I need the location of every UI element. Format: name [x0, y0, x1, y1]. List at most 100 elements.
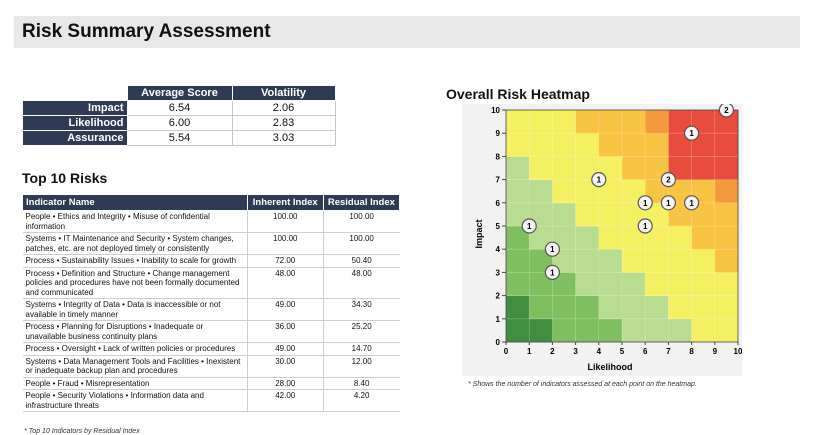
residual-index: 8.40	[322, 377, 400, 390]
heatmap-cell	[529, 249, 553, 273]
point-count-label: 1	[643, 199, 648, 208]
heatmap-cell	[529, 295, 553, 320]
heatmap-cell	[552, 110, 576, 134]
col-header-residual: Residual Index	[322, 194, 401, 211]
indicator-name: People • Fraud • Misrepresentation	[22, 377, 248, 390]
heatmap-cell	[506, 318, 530, 343]
heatmap-cell	[598, 133, 623, 157]
heatmap-cell	[645, 318, 669, 343]
heatmap-cell	[575, 226, 600, 250]
heatmap-footnote: * Shows the number of indicators assesse…	[468, 381, 697, 388]
summary-row-impact: Impact 6.54 2.06	[22, 100, 336, 116]
table-row: People • Security Violations • Informati…	[22, 389, 400, 412]
heatmap-cell	[714, 249, 739, 273]
heatmap-cell	[714, 156, 739, 180]
heatmap-point: 1	[684, 195, 700, 211]
heatmap-cell	[645, 156, 669, 180]
indicator-name: People • Ethics and Integrity • Misuse o…	[22, 210, 248, 233]
heatmap-cell	[645, 226, 669, 250]
heatmap-cell	[691, 249, 716, 273]
heatmap-cell	[714, 318, 739, 343]
summary-header-average: Average Score	[126, 85, 233, 101]
heatmap-cell	[529, 272, 553, 296]
heatmap-cell	[575, 249, 600, 273]
x-tick-label: 10	[734, 347, 742, 356]
heatmap-cell	[552, 318, 576, 343]
heatmap-cell	[552, 272, 576, 296]
table-row: Process • Planning for Disruptions • Ina…	[22, 320, 400, 343]
heatmap-cell	[529, 179, 553, 204]
heatmap-cell	[506, 226, 530, 250]
heatmap-cell	[668, 202, 692, 227]
heatmap-point: 1	[637, 195, 653, 211]
x-tick-label: 2	[550, 347, 555, 356]
heatmap-cell	[668, 318, 692, 343]
page-title: Risk Summary Assessment	[22, 21, 271, 42]
point-marker	[521, 218, 537, 234]
summary-header-volatility: Volatility	[231, 85, 336, 101]
indicator-name: Process • Definition and Structure • Cha…	[22, 267, 248, 299]
indicator-name: Process • Sustainability Issues • Inabil…	[22, 254, 248, 268]
heatmap-cell	[575, 272, 600, 296]
heatmap-cell	[529, 318, 553, 343]
heatmap-cell	[645, 110, 669, 134]
residual-index: 14.70	[322, 342, 400, 356]
heatmap-cell	[506, 110, 530, 134]
heatmap-cell	[506, 179, 530, 204]
y-tick-label: 5	[496, 222, 501, 231]
point-count-label: 1	[550, 245, 555, 254]
risk-heatmap-chart: 0 1 2 3 4 5 6 7 8 9 10 0 1 2 3 4 5 6 7 8 9 10 2 1 1 2 1 1 1 1 1 1 1 Lik…	[462, 104, 742, 376]
heatmap-cell	[506, 295, 530, 320]
heatmap-cell	[552, 202, 576, 227]
indicator-name: Process • Oversight • Lack of written po…	[22, 342, 248, 356]
table-row: People • Ethics and Integrity • Misuse o…	[22, 210, 400, 233]
heatmap-cell	[529, 110, 553, 134]
residual-index: 50.40	[322, 254, 400, 268]
heatmap-cell	[506, 156, 530, 180]
heatmap-cell	[714, 202, 739, 227]
summary-volatility: 2.83	[231, 115, 336, 131]
inherent-index: 28.00	[246, 377, 324, 390]
heatmap-cell	[598, 156, 623, 180]
heatmap-cell	[622, 133, 646, 157]
summary-row-label: Impact	[22, 100, 128, 116]
heatmap-cell	[691, 226, 716, 250]
residual-index: 12.00	[322, 355, 400, 378]
heatmap-cell	[645, 272, 669, 296]
y-tick-label: 6	[496, 199, 501, 208]
point-marker	[544, 264, 561, 280]
heatmap-cell	[575, 110, 600, 134]
heatmap-cell	[598, 249, 623, 273]
heatmap-cell	[552, 133, 576, 157]
heatmap-cell	[691, 133, 716, 157]
heatmap-cell	[691, 110, 716, 134]
summary-volatility: 2.06	[231, 100, 336, 116]
heatmap-cell	[622, 272, 646, 296]
title-bar: Risk Summary Assessment	[14, 16, 800, 48]
heatmap-cell	[598, 295, 623, 320]
y-axis-label: Impact	[474, 219, 484, 248]
heatmap-cell	[575, 202, 600, 227]
summary-row-label: Assurance	[22, 130, 128, 146]
inherent-index: 49.00	[246, 342, 324, 356]
heatmap-point: 1	[544, 241, 561, 257]
point-marker	[591, 171, 607, 188]
heatmap-cell	[506, 133, 530, 157]
table-row: Systems • Data Management Tools and Faci…	[22, 355, 400, 378]
heatmap-cell	[714, 179, 739, 204]
inherent-index: 100.00	[246, 210, 324, 233]
x-axis-label: Likelihood	[588, 362, 633, 372]
heatmap-cell	[668, 133, 692, 157]
heatmap-cell	[506, 249, 530, 273]
heatmap-cell	[552, 179, 576, 204]
heatmap-cell	[645, 295, 669, 320]
y-tick-label: 1	[496, 315, 501, 324]
point-count-label: 2	[666, 176, 671, 185]
table-row: Process • Sustainability Issues • Inabil…	[22, 254, 400, 268]
heatmap-cell	[714, 295, 739, 320]
heatmap-cell	[529, 226, 553, 250]
heatmap-cell	[506, 272, 530, 296]
inherent-index: 30.00	[246, 355, 324, 378]
x-tick-label: 1	[527, 347, 532, 356]
residual-index: 100.00	[322, 210, 400, 233]
